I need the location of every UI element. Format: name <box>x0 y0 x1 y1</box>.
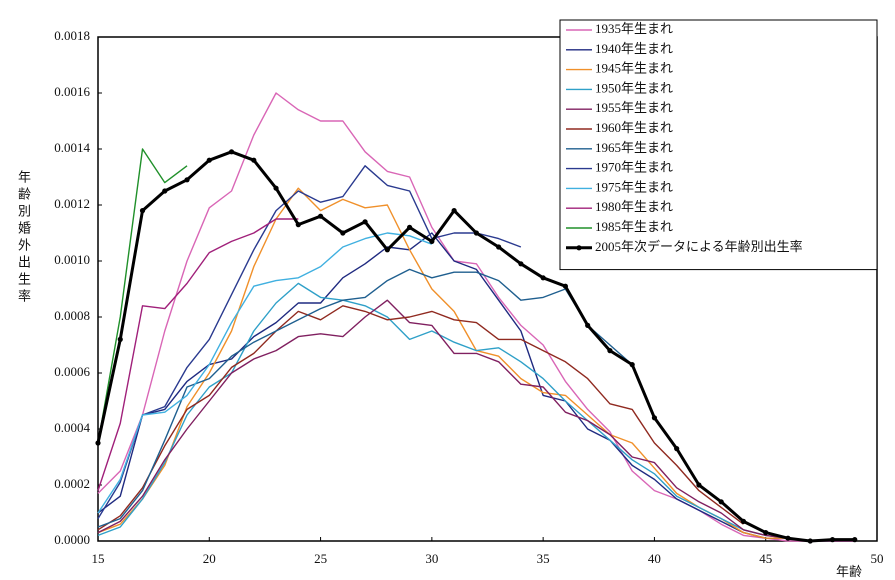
legend: 1935年生まれ 1940年生まれ 1945年生まれ 1950年生まれ 1955年生まれ… <box>559 19 878 271</box>
point-marker <box>518 261 524 267</box>
point-marker <box>807 538 813 544</box>
point-marker <box>585 322 591 328</box>
x-tick-label: 15 <box>92 551 105 566</box>
point-marker <box>629 362 635 368</box>
point-marker <box>763 530 769 536</box>
point-marker <box>251 157 257 163</box>
point-marker <box>540 275 546 281</box>
point-marker <box>740 518 747 525</box>
y-tick-label: 0.0010 <box>54 252 90 267</box>
point-marker <box>718 499 724 505</box>
point-marker <box>473 230 479 236</box>
legend-label: 1965年生まれ <box>595 140 673 155</box>
legend-label: 1945年生まれ <box>595 61 673 76</box>
y-tick-label: 0.0008 <box>54 308 90 323</box>
point-marker <box>651 415 658 421</box>
legend-label: 1975年生まれ <box>595 179 673 194</box>
series-line <box>97 305 744 531</box>
x-tick-label: 30 <box>425 551 438 566</box>
legend-label: 2005年次データによる年齢別出生率 <box>595 239 803 254</box>
x-tick-label: 35 <box>537 551 550 566</box>
point-marker <box>384 247 390 253</box>
point-marker <box>117 336 123 342</box>
y-tick-label: 0.0002 <box>54 476 90 491</box>
legend-label: 1935年生まれ <box>595 21 673 36</box>
y-tick-label: 0.0004 <box>54 420 90 435</box>
point-marker <box>317 213 324 219</box>
point-marker <box>184 177 190 183</box>
series-line <box>97 232 855 542</box>
x-axis-label: 年齢 <box>836 564 862 579</box>
legend-label: 1960年生まれ <box>595 120 673 135</box>
point-marker <box>607 348 613 354</box>
point-marker <box>696 482 702 488</box>
legend-label: 1950年生まれ <box>595 80 673 95</box>
point-marker <box>162 188 168 194</box>
legend-label: 1955年生まれ <box>595 100 673 115</box>
point-marker <box>852 537 858 543</box>
x-tick-label: 50 <box>871 551 884 566</box>
legend-label: 1985年生まれ <box>595 219 673 234</box>
series-line <box>97 299 855 542</box>
point-marker <box>206 157 212 163</box>
legend-label: 1940年生まれ <box>595 41 673 56</box>
x-tick-label: 20 <box>203 551 216 566</box>
legend-label: 1970年生まれ <box>595 160 673 175</box>
point-marker <box>451 208 457 214</box>
point-marker <box>295 222 301 228</box>
legend-label: 1980年生まれ <box>595 199 673 214</box>
y-tick-label: 0.0006 <box>54 364 90 379</box>
plot-frame <box>97 36 878 542</box>
series-line <box>97 268 633 528</box>
point-marker <box>273 185 279 191</box>
point-marker <box>496 244 502 250</box>
series-line <box>97 148 188 444</box>
legend-box <box>559 19 878 271</box>
point-marker <box>407 224 413 230</box>
y-tick-label: 0.0012 <box>54 196 90 211</box>
point-marker <box>674 446 680 452</box>
series-line <box>97 232 433 514</box>
series-line <box>97 92 855 542</box>
x-tick-label: 40 <box>648 551 661 566</box>
series-line <box>97 165 522 519</box>
point-marker <box>95 440 101 446</box>
y-tick-label: 0.0016 <box>54 84 90 99</box>
point-marker <box>340 230 346 236</box>
series-line <box>97 218 299 491</box>
point-marker <box>429 238 435 244</box>
y-tick-label: 0.0018 <box>54 28 90 43</box>
point-marker <box>228 149 235 155</box>
y-tick-label: 0.0000 <box>54 532 90 547</box>
y-axis-label: 年齢別婚外出生率 <box>16 170 31 306</box>
point-marker <box>785 535 791 541</box>
legend-marker <box>576 245 582 251</box>
x-tick-label: 25 <box>314 551 327 566</box>
point-marker <box>362 219 368 225</box>
y-tick-label: 0.0014 <box>54 140 90 155</box>
point-marker <box>139 208 146 214</box>
point-marker <box>562 283 569 289</box>
point-marker <box>829 537 836 543</box>
x-tick-label: 45 <box>759 551 772 566</box>
